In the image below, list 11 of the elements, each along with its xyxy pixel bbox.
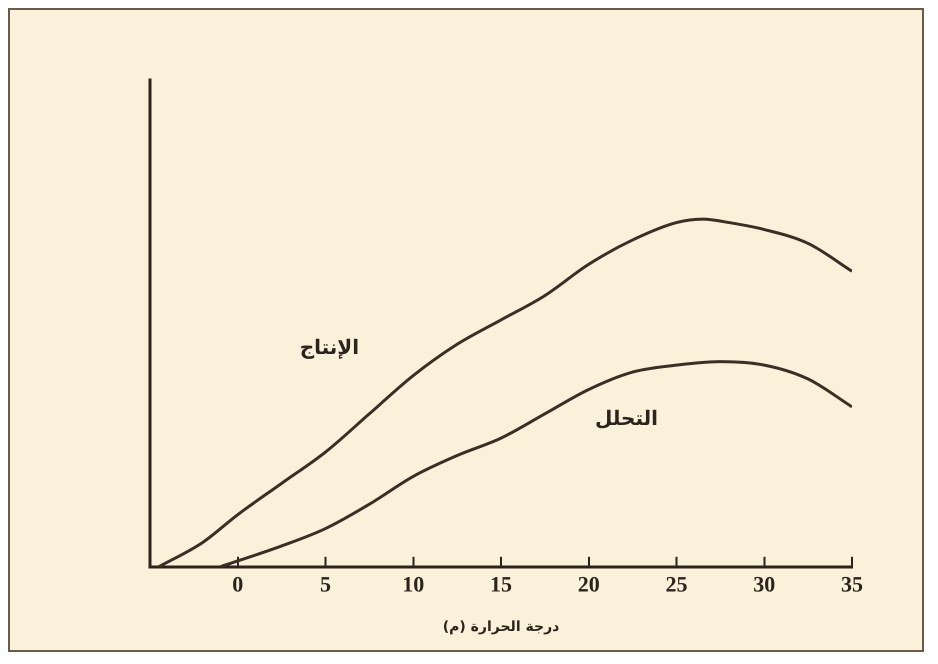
- text: الإنتاج: [300, 334, 360, 359]
- x-tick-label: 20: [578, 572, 600, 597]
- x-tick-label: 10: [402, 572, 424, 597]
- x-tick-label: 25: [666, 572, 688, 597]
- series-label: التحلل: [595, 406, 658, 430]
- x-tick-label: 0: [232, 572, 244, 597]
- x-tick-label: 35: [841, 572, 863, 597]
- x-axis-title: درجة الحرارة (م): [442, 619, 560, 636]
- x-tick-label: 30: [753, 572, 776, 597]
- x-tick-label: 15: [490, 572, 512, 597]
- x-tick-label: 5: [320, 572, 331, 597]
